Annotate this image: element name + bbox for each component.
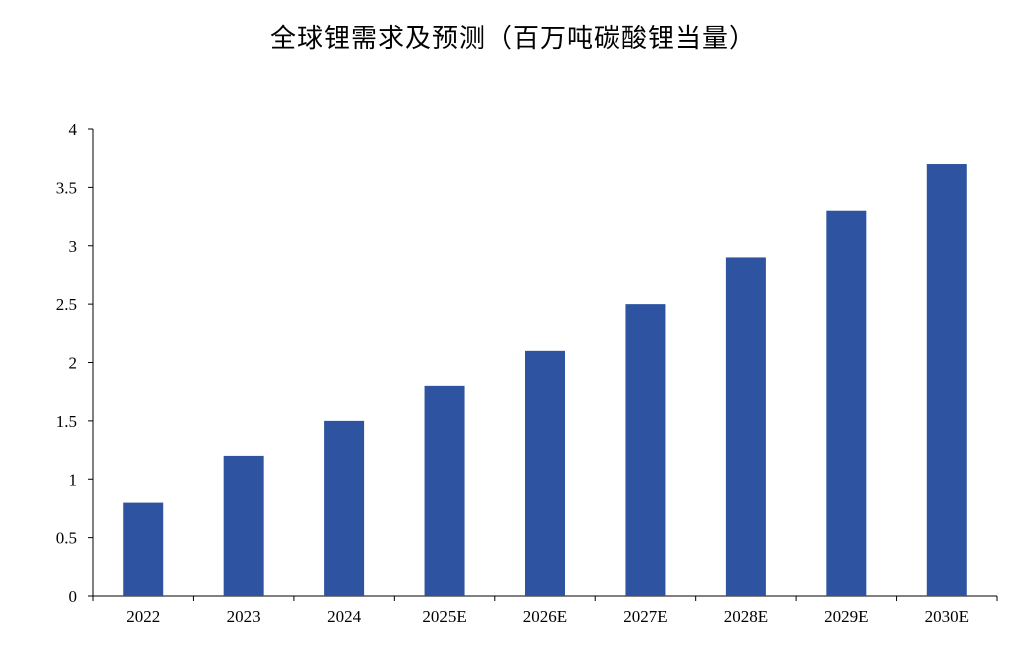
y-tick-label: 4 <box>69 120 78 139</box>
bar-2029E <box>826 210 867 596</box>
bar-2026E <box>525 350 565 596</box>
bar-2022 <box>123 502 164 596</box>
y-tick-label: 3.5 <box>56 178 77 197</box>
x-tick-label: 2027E <box>623 607 667 626</box>
y-tick-label: 1 <box>69 470 78 489</box>
bar-2023 <box>223 455 264 596</box>
bars <box>123 164 967 596</box>
bar-2028E <box>725 257 766 596</box>
x-tick-label: 2026E <box>523 607 567 626</box>
y-axis: 0 0.5 1 1.5 2 2.5 3 3.5 4 <box>56 120 94 606</box>
bar-2025E <box>424 385 465 596</box>
x-tick-label: 2030E <box>925 607 969 626</box>
x-tick-label: 2022 <box>126 607 160 626</box>
bar-2027E <box>625 304 666 596</box>
y-tick-label: 1.5 <box>56 412 77 431</box>
x-axis: 2022 2023 2024 2025E 2026E 2027E 2028E 2029E 203… <box>92 595 998 626</box>
y-tick-label: 0.5 <box>56 529 77 548</box>
x-tick-label: 2025E <box>422 607 466 626</box>
bar-2024 <box>324 420 365 596</box>
y-tick-label: 0 <box>69 587 78 606</box>
bar-2030E <box>926 164 967 596</box>
x-tick-label: 2023 <box>227 607 261 626</box>
x-tick-label: 2029E <box>824 607 868 626</box>
x-tick-label: 2028E <box>724 607 768 626</box>
y-tick-label: 3 <box>69 237 78 256</box>
chart-title: 全球锂需求及预测（百万吨碳酸锂当量） <box>269 24 756 54</box>
x-tick-label: 2024 <box>327 607 362 626</box>
y-tick-label: 2.5 <box>56 295 77 314</box>
y-tick-label: 2 <box>69 354 78 373</box>
